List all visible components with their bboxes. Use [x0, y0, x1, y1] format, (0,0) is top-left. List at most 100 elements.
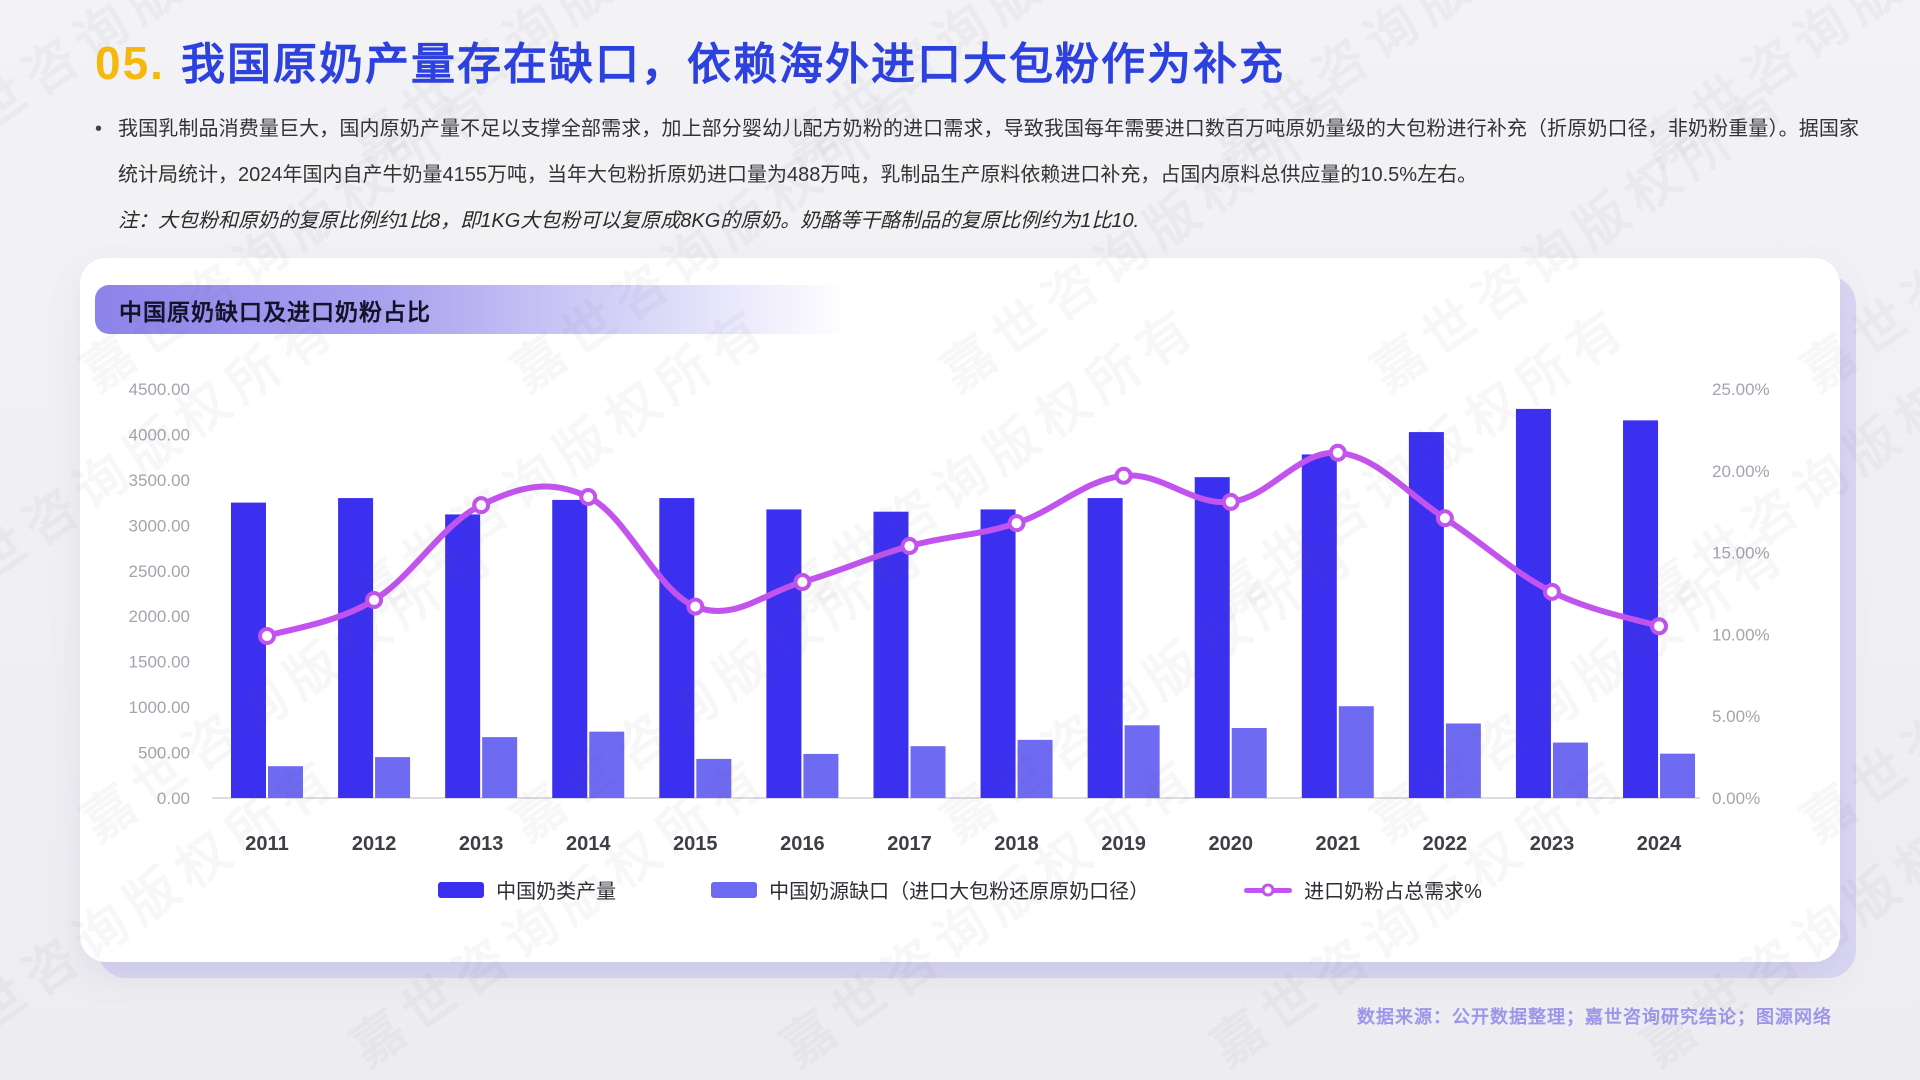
gap-bar-2024 — [1660, 753, 1696, 798]
import-share-marker-2023 — [1542, 582, 1561, 601]
data-source-text: 数据来源：公开数据整理；嘉世咨询研究结论；图源网络 — [1357, 1007, 1832, 1027]
import-share-line — [264, 449, 1663, 640]
legend-item-gap: 中国奶源缺口（进口大包粉还原原奶口径） — [711, 875, 1149, 904]
gap-bar-series — [268, 706, 1696, 798]
right-axis-tick: 25.00% — [1712, 380, 1770, 399]
legend-item-production: 中国奶类产量 — [438, 875, 616, 904]
import-share-marker-2012 — [365, 591, 384, 610]
gap-bar-2016 — [803, 753, 839, 798]
chart-card: 中国原奶缺口及进口奶粉占比 0.00 500.00 1000.00 1500.00 20… — [80, 258, 1840, 962]
production-bar-2014 — [552, 499, 588, 798]
import-share-marker-2021 — [1328, 443, 1347, 462]
x-axis-label-2023: 2023 — [1530, 833, 1575, 855]
production-bar-2020 — [1194, 477, 1230, 798]
production-bar-2021 — [1301, 454, 1337, 798]
gap-bar-2020 — [1231, 728, 1267, 798]
legend-label-import-share: 进口奶粉占总需求% — [1304, 881, 1482, 903]
import-share-marker-2014 — [579, 487, 598, 506]
x-axis-label-2014: 2014 — [566, 833, 611, 855]
left-axis-tick: 4500.00 — [129, 380, 190, 399]
intro-body: 我国乳制品消费量巨大，国内原奶产量不足以支撑全部需求，加上部分婴幼儿配方奶粉的进… — [118, 106, 1859, 244]
chart-title: 中国原奶缺口及进口奶粉占比 — [119, 298, 431, 325]
right-axis-tick: 5.00% — [1712, 707, 1760, 726]
gap-bar-2011 — [268, 766, 303, 798]
legend-item-import-share: 进口奶粉占总需求% — [1244, 875, 1482, 904]
x-axis-label-2021: 2021 — [1316, 833, 1361, 855]
bullet-marker: • — [95, 118, 103, 140]
x-axis-label-2012: 2012 — [352, 833, 397, 855]
chart-legend: 中国奶类产量 中国奶源缺口（进口大包粉还原原奶口径） 进口奶粉占总需求% — [80, 875, 1840, 904]
x-axis-label-2016: 2016 — [780, 833, 825, 855]
chart-title-strip: 中国原奶缺口及进口奶粉占比 — [95, 285, 1140, 334]
x-axis-label-2022: 2022 — [1423, 833, 1468, 855]
production-bar-2022 — [1408, 432, 1444, 798]
import-share-marker-2013 — [472, 496, 491, 515]
import-share-marker-2011 — [258, 627, 276, 646]
gap-bar-2015 — [696, 758, 732, 798]
production-bar-2013 — [445, 514, 481, 798]
import-share-marker-2020 — [1221, 492, 1240, 511]
gap-bar-2014 — [589, 731, 625, 798]
x-axis-label-2011: 2011 — [245, 833, 288, 855]
left-axis-tick: 3000.00 — [129, 516, 190, 535]
line-marker-symbol — [1244, 881, 1293, 899]
section-number: 05. — [95, 37, 165, 89]
import-share-marker-2022 — [1435, 509, 1454, 528]
legend-label-gap: 中国奶源缺口（进口大包粉还原原奶口径） — [769, 881, 1150, 903]
production-bar-2019 — [1087, 498, 1123, 798]
import-share-marker-2016 — [793, 573, 812, 592]
marker-dot-icon — [1261, 883, 1275, 896]
x-axis-label-2018: 2018 — [994, 833, 1039, 855]
intro-paragraph: 我国乳制品消费量巨大，国内原奶产量不足以支撑全部需求，加上部分婴幼儿配方奶粉的进… — [118, 118, 1859, 186]
intro-note: 注：大包粉和原奶的复原比例约1比8，即1KG大包粉可以复原成8KG的原奶。奶酪等… — [118, 210, 1140, 232]
import-share-marker-2019 — [1114, 466, 1133, 485]
left-axis-tick: 3500.00 — [129, 471, 190, 490]
gap-bar-2021 — [1338, 706, 1374, 798]
import-share-marker-2015 — [686, 597, 705, 616]
gap-bar-2019 — [1124, 725, 1160, 798]
slide-header: 05. 我国原奶产量存在缺口，依赖海外进口大包粉作为补充 — [95, 28, 1285, 92]
right-axis-tick: 15.00% — [1712, 544, 1770, 563]
import-share-marker-2018 — [1007, 514, 1026, 533]
x-axis-label-2017: 2017 — [887, 833, 932, 855]
right-axis-tick: 10.00% — [1712, 625, 1770, 644]
gap-swatch — [711, 881, 758, 898]
x-axis-label-2019: 2019 — [1101, 833, 1146, 855]
production-bar-2017 — [873, 511, 909, 798]
production-bar-2015 — [659, 498, 695, 798]
left-axis-tick: 0.00 — [157, 789, 190, 808]
left-axis-tick: 1500.00 — [129, 653, 190, 672]
production-bar-2011 — [231, 502, 266, 798]
gap-bar-2018 — [1017, 739, 1053, 798]
production-bar-2018 — [980, 509, 1016, 798]
production-bar-series — [231, 408, 1659, 798]
right-axis-tick: 20.00% — [1712, 462, 1770, 481]
right-axis-tick: 0.00% — [1712, 789, 1760, 808]
intro-block: • 我国乳制品消费量巨大，国内原奶产量不足以支撑全部需求，加上部分婴幼儿配方奶粉… — [95, 106, 1859, 244]
left-axis-tick: 2500.00 — [129, 562, 190, 581]
gap-bar-2023 — [1552, 742, 1588, 798]
x-axis-label-2020: 2020 — [1208, 833, 1253, 855]
import-share-marker-2024 — [1650, 617, 1669, 636]
gap-bar-2017 — [910, 746, 946, 798]
gap-bar-2022 — [1445, 723, 1481, 798]
production-bar-2023 — [1515, 408, 1551, 798]
legend-label-production: 中国奶类产量 — [496, 881, 617, 903]
left-axis-tick: 500.00 — [138, 744, 190, 763]
production-swatch — [438, 881, 485, 898]
gap-bar-2013 — [482, 737, 518, 798]
production-bar-2012 — [338, 498, 374, 798]
left-axis-tick: 4000.00 — [129, 425, 190, 444]
production-bar-2016 — [766, 509, 802, 798]
left-axis-tick: 1000.00 — [129, 698, 190, 717]
production-bar-2024 — [1623, 420, 1659, 798]
import-share-marker-2017 — [900, 537, 919, 556]
x-axis-label-2024: 2024 — [1637, 833, 1682, 855]
left-axis-tick: 2000.00 — [129, 607, 190, 626]
x-axis-label-2015: 2015 — [673, 833, 718, 855]
combo-chart: 0.00 500.00 1000.00 1500.00 2000.00 2500.00 30… — [129, 380, 1770, 855]
page-title: 我国原奶产量存在缺口，依赖海外进口大包粉作为补充 — [180, 40, 1285, 89]
gap-bar-2012 — [375, 757, 411, 798]
x-axis-label-2013: 2013 — [459, 833, 504, 855]
